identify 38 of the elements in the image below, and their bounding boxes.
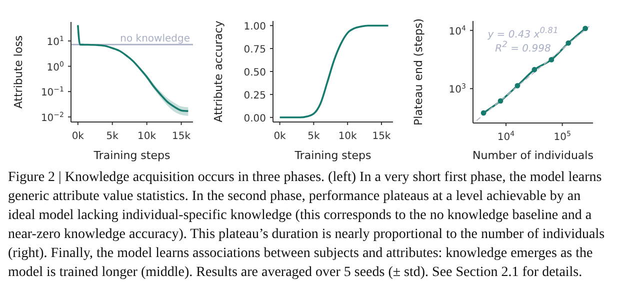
- x-axis-title: Training steps: [92, 149, 170, 162]
- x-axis-title: Training steps: [294, 149, 372, 162]
- y-tick-label: 0.50: [244, 68, 266, 78]
- y-tick-label: 10$^{0}$: [46, 60, 64, 74]
- y-tick-label: 10$^{−1}$: [40, 86, 64, 99]
- x-tick-label: 15k: [372, 131, 391, 142]
- point: [480, 110, 486, 116]
- annotation: y = 0.43 x$^{0.81}$: [486, 24, 560, 40]
- point: [498, 98, 504, 104]
- caption: Figure 2 | Knowledge acquisition occurs in three phases. (left) In a very short first phase, the model learns generic attribute value statistics. In the second phase, performance plateaus at a level achievable by an ideal model lacking individual-specific knowledge (this corresponds to the no knowledge baseline and a near-zero knowledge accuracy). This plateau’s duration is nearly proportional to the number of individuals (right). Finally, the model learns associations between subjects and attributes: knowledge emerges as the model is trained longer (middle). Results are averaged over 5 seeds (± std). See Section 2.1 for details.: [8, 169, 606, 282]
- x-tick-label: 15k: [172, 131, 191, 142]
- y-tick-label: 0.00: [244, 113, 266, 124]
- x-tick-label: 0k: [72, 131, 84, 142]
- x-tick-label: 10$^{4}$: [497, 130, 516, 143]
- y-axis-title: Attribute accuracy: [212, 20, 225, 122]
- point: [566, 40, 572, 46]
- y-tick-label: 0.25: [244, 90, 266, 102]
- ref-line-label: no knowledge: [120, 34, 190, 45]
- y-tick-label: 10$^{1}$: [46, 34, 64, 48]
- point: [532, 66, 538, 72]
- point: [514, 82, 520, 88]
- x-tick-label: 0k: [274, 131, 286, 142]
- point: [582, 26, 588, 32]
- y-tick-label: 1.00: [244, 22, 266, 33]
- y-tick-label: 0.75: [244, 44, 266, 56]
- x-tick-label: 5k: [106, 131, 119, 142]
- y-tick-label: 10$^{−2}$: [40, 110, 64, 124]
- x-tick-label: 5k: [308, 131, 320, 142]
- line-series: [278, 24, 390, 118]
- x-tick-label: 10$^{5}$: [554, 130, 571, 143]
- x-tick-label: 10k: [338, 131, 358, 142]
- y-axis-title: Attribute loss: [12, 35, 25, 109]
- y-tick-label: 10$^{3}$: [448, 82, 466, 96]
- x-axis-title: Number of individuals: [472, 149, 594, 162]
- point: [548, 56, 554, 62]
- annotation: R$^{2}$ = 0.998: [495, 39, 551, 54]
- x-tick-label: 10k: [138, 131, 156, 142]
- y-axis-title: Plateau end (steps): [412, 18, 425, 126]
